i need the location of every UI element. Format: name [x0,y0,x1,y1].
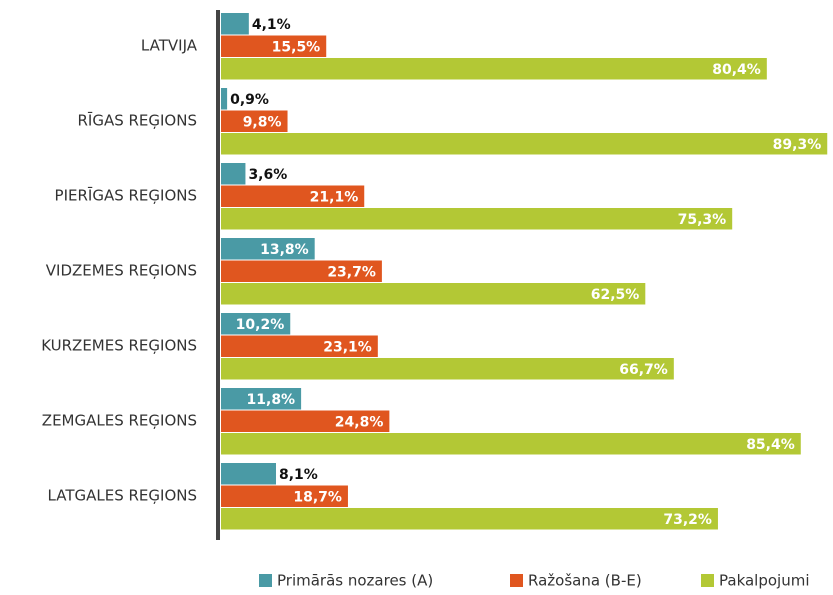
bar [221,388,302,410]
data-label: 11,8% [247,392,296,408]
bar [221,35,327,57]
data-label: 8,1% [279,467,318,483]
category-label: RĪGAS REĢIONS [77,112,197,130]
category-label: LATVIJA [141,37,198,55]
data-label: 0,9% [230,92,269,108]
data-label: 13,8% [260,242,309,258]
data-label: 10,2% [236,317,285,333]
data-label: 73,2% [663,512,712,528]
data-label: 18,7% [293,489,342,505]
category-label: LATGALES REĢIONS [48,487,197,505]
category-label: KURZEMES REĢIONS [41,337,197,355]
bar [221,433,801,455]
bar [221,88,228,110]
bar [221,238,315,260]
data-label: 4,1% [252,17,291,33]
bar [221,58,767,80]
legend-swatch [701,574,714,587]
bar [221,13,249,35]
bar [221,335,378,357]
data-label: 15,5% [272,39,321,55]
bar [221,485,348,507]
bar [221,185,365,207]
data-label: 62,5% [591,287,640,303]
category-label: PIERĪGAS REĢIONS [55,187,197,205]
data-label: 9,8% [243,114,282,130]
category-label: ZEMGALES REĢIONS [42,412,197,430]
bar [221,283,646,305]
legend-swatch [510,574,523,587]
bar [221,463,276,485]
bar [221,163,246,185]
data-label: 21,1% [310,189,359,205]
bar [221,133,828,155]
data-label: 66,7% [619,362,668,378]
bar [221,358,674,380]
data-label: 85,4% [746,437,795,453]
data-label: 75,3% [678,212,727,228]
legend-label: Primārās nozares (A) [277,572,433,590]
bar [221,260,382,282]
axis-line [216,10,220,540]
bar [221,410,390,432]
bar [221,508,718,530]
data-label: 23,7% [327,264,376,280]
bar [221,110,288,132]
legend-swatch [259,574,272,587]
data-label: 24,8% [335,414,384,430]
category-label: VIDZEMES REĢIONS [46,262,197,280]
data-label: 80,4% [712,62,761,78]
data-label: 89,3% [773,137,822,153]
bar [221,208,733,230]
data-label: 3,6% [248,167,287,183]
legend-label: Pakalpojumi [719,572,810,590]
data-label: 23,1% [323,339,372,355]
legend-label: Ražošana (B-E) [528,572,642,590]
bar [221,313,291,335]
